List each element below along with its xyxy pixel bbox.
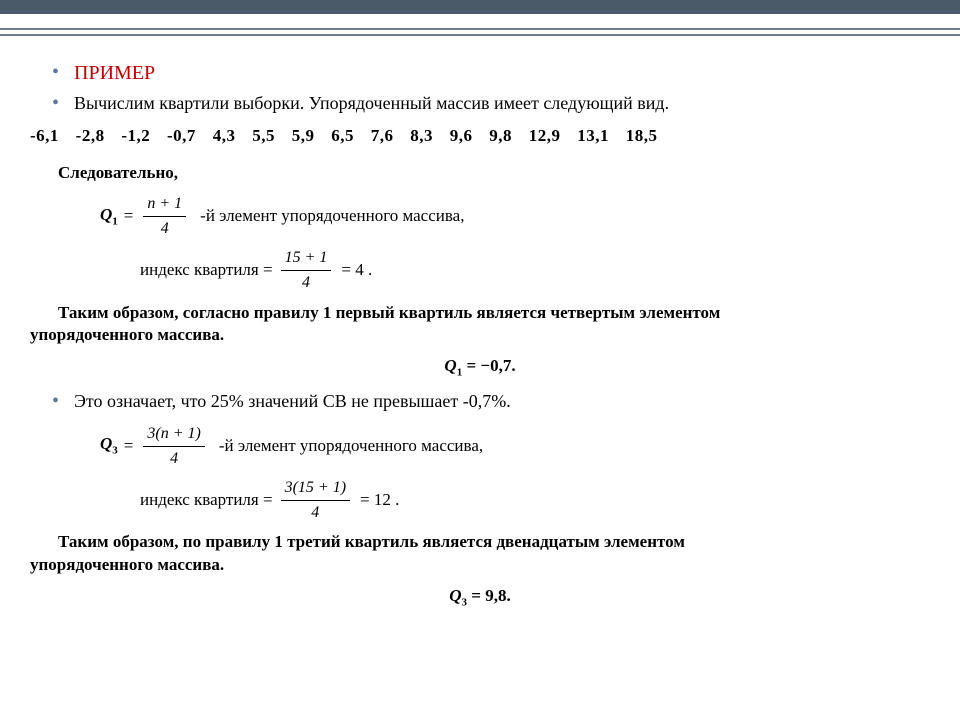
val: 8,3	[410, 126, 433, 145]
q3-calc-result: = 12 .	[360, 489, 399, 512]
val: 4,3	[213, 126, 236, 145]
q3-symbol: Q3	[100, 433, 118, 458]
q3-formula: Q3 = 3(n + 1) 4 -й элемент упорядоченног…	[100, 423, 930, 469]
q1-result: Q1 = −0,7.	[30, 355, 930, 380]
val: -1,2	[121, 126, 150, 145]
q1-formula: Q1 = n + 1 4 -й элемент упорядоченного м…	[100, 193, 930, 239]
q1-calc-fraction: 15 + 1 4	[281, 247, 332, 293]
bullet-intro: Вычислим квартили выборки. Упорядоченный…	[74, 91, 930, 115]
val: 18,5	[626, 126, 658, 145]
q3-suffix: -й элемент упорядоченного массива,	[219, 435, 483, 458]
ordered-array: -6,1 -2,8 -1,2 -0,7 4,3 5,5 5,9 6,5 7,6 …	[30, 125, 930, 148]
index-label: индекс квартиля =	[140, 489, 273, 512]
q3-index-calc: индекс квартиля = 3(15 + 1) 4 = 12 .	[140, 477, 930, 523]
val: -2,8	[76, 126, 105, 145]
bullet-list-2: Это означает, что 25% значений СВ не пре…	[30, 389, 930, 413]
val: 13,1	[577, 126, 609, 145]
val: 9,8	[489, 126, 512, 145]
thus-q3: Таким образом, по правилу 1 третий кварт…	[30, 531, 930, 577]
top-bar	[0, 0, 960, 14]
val: -6,1	[30, 126, 59, 145]
bullet-list-1: ПРИМЕР Вычислим квартили выборки. Упоряд…	[30, 60, 930, 115]
val: 5,9	[292, 126, 315, 145]
q3-calc-fraction: 3(15 + 1) 4	[281, 477, 350, 523]
q3-result: Q3 = 9,8.	[30, 585, 930, 610]
index-label: индекс квартиля =	[140, 259, 273, 282]
bullet-meaning: Это означает, что 25% значений СВ не пре…	[74, 389, 930, 413]
q1-suffix: -й элемент упорядоченного массива,	[200, 205, 464, 228]
val: 12,9	[529, 126, 561, 145]
header-rule	[0, 28, 960, 36]
slide-content: ПРИМЕР Вычислим квартили выборки. Упоряд…	[0, 36, 960, 628]
bullet-title: ПРИМЕР	[74, 60, 930, 87]
title-text: ПРИМЕР	[74, 62, 155, 84]
q1-index-calc: индекс квартиля = 15 + 1 4 = 4 .	[140, 247, 930, 293]
val: 5,5	[252, 126, 275, 145]
val: -0,7	[167, 126, 196, 145]
val: 9,6	[450, 126, 473, 145]
q-symbol: Q1	[100, 204, 118, 229]
therefore: Следовательно,	[58, 162, 930, 185]
val: 7,6	[371, 126, 394, 145]
q3-fraction: 3(n + 1) 4	[143, 423, 204, 469]
q1-calc-result: = 4 .	[341, 259, 372, 282]
val: 6,5	[331, 126, 354, 145]
q1-fraction: n + 1 4	[143, 193, 186, 239]
thus-q1: Таким образом, согласно правилу 1 первый…	[30, 302, 930, 348]
